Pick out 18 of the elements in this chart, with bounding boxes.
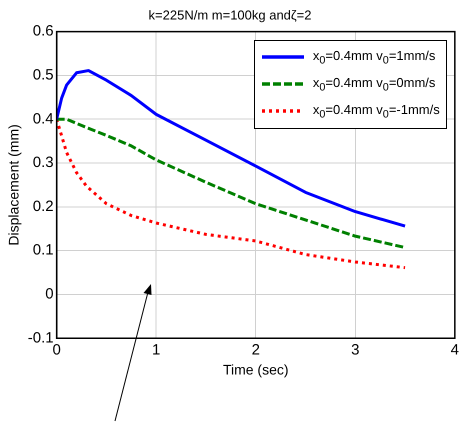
- y-tick-label: 0.1: [32, 242, 54, 259]
- x-tick-label: 1: [152, 341, 160, 358]
- y-tick-label: 0.3: [32, 154, 54, 172]
- y-tick-label: 0.4: [32, 110, 54, 128]
- y-tick-label: -0.1: [28, 329, 54, 346]
- x-axis-title: Time (sec): [222, 361, 289, 378]
- legend-label: x$_{0}$=0.4mm v$_{0}$=1mm/s: [312, 48, 436, 66]
- y-tick-label: 0.2: [32, 198, 54, 215]
- y-tick-label: 0: [45, 286, 54, 303]
- y-tick-label: 0.6: [32, 22, 54, 40]
- chart-title: k=225N/m m=100kg andζ=2: [148, 7, 312, 22]
- legend-label: x$_{0}$=0.4mm v$_{0}$=-1mm/s: [312, 102, 440, 120]
- x-tick-label: 3: [351, 341, 360, 358]
- x-tick-label: 4: [450, 341, 459, 358]
- x-tick-label: 2: [252, 341, 260, 358]
- legend-label: x$_{0}$=0.4mm v$_{0}$=0mm/s: [312, 74, 436, 94]
- y-axis-title: Displacement (mm): [5, 124, 22, 246]
- y-tick-label: 0.5: [32, 66, 54, 84]
